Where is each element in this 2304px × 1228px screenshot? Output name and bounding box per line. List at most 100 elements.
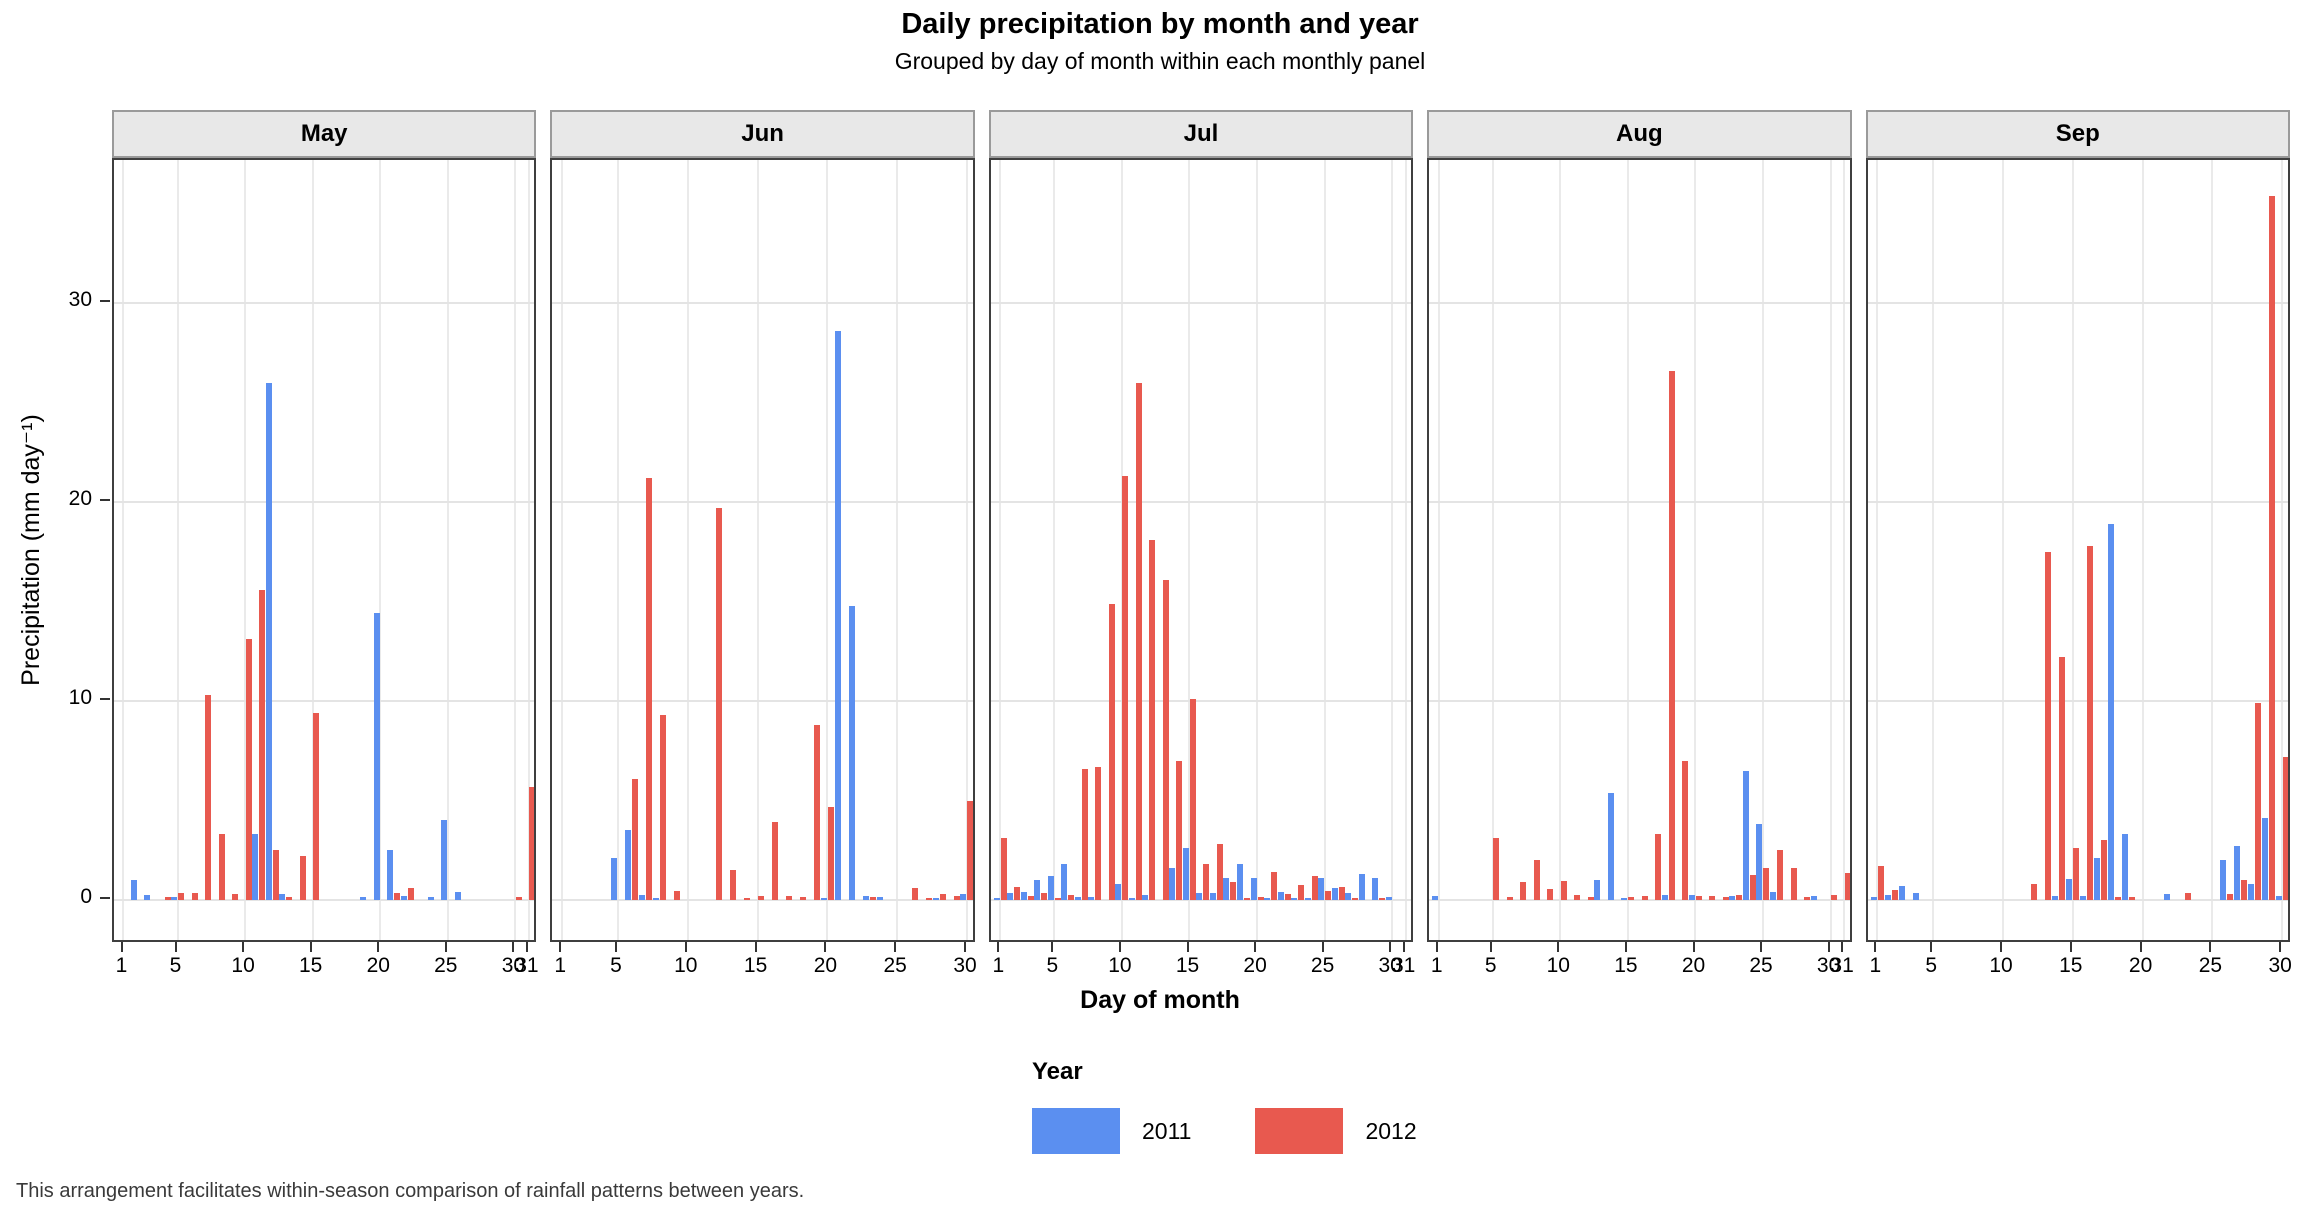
bar-2012-jun-16 xyxy=(772,822,779,900)
bar-2011-may-22 xyxy=(400,896,407,900)
legend-label: 2012 xyxy=(1365,1117,1417,1144)
x-tick-mark xyxy=(444,942,447,952)
bar-2011-jul-16 xyxy=(1196,893,1203,900)
bar-2011-jul-6 xyxy=(1061,864,1068,900)
y-tick-mark xyxy=(100,499,110,501)
gridline-horizontal xyxy=(990,899,1412,901)
x-tick-mark xyxy=(525,942,528,952)
gridline-vertical xyxy=(2211,160,2214,940)
x-tick-mark xyxy=(684,942,687,952)
panel-strip-label: Jun xyxy=(741,120,784,147)
bar-2012-jul-2 xyxy=(1014,887,1021,900)
bar-2012-jun-27 xyxy=(925,898,932,900)
bar-2012-aug-24 xyxy=(1749,875,1756,900)
x-tick-mark xyxy=(1624,942,1627,952)
x-tick-label: 31 xyxy=(515,954,539,977)
bar-2012-aug-7 xyxy=(1520,882,1527,900)
bar-2011-jun-28 xyxy=(932,898,939,900)
x-tick-label: 1 xyxy=(1430,954,1443,977)
y-axis-title: Precipitation (mm day⁻¹) xyxy=(17,414,45,686)
bar-2011-jul-4 xyxy=(1034,880,1041,900)
bar-2012-jul-18 xyxy=(1230,882,1237,900)
gridline-vertical xyxy=(176,160,179,940)
bar-2012-aug-5 xyxy=(1493,838,1500,900)
bar-2011-jul-7 xyxy=(1074,897,1081,900)
bar-2012-jul-25 xyxy=(1325,891,1332,900)
gridline-vertical xyxy=(1404,160,1407,940)
bar-2012-jun-9 xyxy=(674,891,681,900)
bar-2012-jun-23 xyxy=(869,897,876,900)
x-tick-label: 1 xyxy=(1869,954,1882,977)
x-tick-mark xyxy=(377,942,380,952)
panel-strip-may: May xyxy=(112,110,537,158)
bar-2011-jul-12 xyxy=(1142,895,1149,900)
bar-2012-jul-8 xyxy=(1095,766,1102,900)
x-tick-mark xyxy=(1692,942,1695,952)
bar-2011-may-21 xyxy=(387,850,394,901)
x-tick-label: 20 xyxy=(366,954,390,977)
bar-2012-may-7 xyxy=(205,695,212,900)
bar-2012-jul-1 xyxy=(1000,838,1007,900)
bar-2012-jun-17 xyxy=(785,896,792,900)
bar-2012-aug-28 xyxy=(1804,896,1811,900)
bar-2012-jun-20 xyxy=(827,806,834,900)
bar-2012-aug-15 xyxy=(1628,897,1635,900)
x-tick-label: 15 xyxy=(2059,954,2083,977)
gridline-horizontal xyxy=(990,501,1412,503)
bar-2011-sep-4 xyxy=(1912,893,1919,900)
bar-2012-jun-6 xyxy=(632,778,639,900)
gridline-vertical xyxy=(1491,160,1494,940)
bar-2012-jul-20 xyxy=(1257,897,1264,900)
bar-2011-may-11 xyxy=(252,834,259,900)
bar-2012-jul-23 xyxy=(1298,885,1305,900)
x-tick-label: 15 xyxy=(743,954,768,977)
gridline-vertical xyxy=(1876,160,1879,940)
panel-strip-label: May xyxy=(300,120,348,147)
bar-2012-jul-15 xyxy=(1189,699,1196,900)
gridline-vertical xyxy=(2281,160,2284,940)
bar-2011-sep-29 xyxy=(2261,818,2268,900)
x-axis-title: Day of month xyxy=(1080,986,1240,1014)
gridline-vertical xyxy=(1559,160,1562,940)
gridline-horizontal xyxy=(114,899,535,901)
bar-2011-sep-26 xyxy=(2219,860,2226,900)
bar-2011-aug-25 xyxy=(1756,824,1763,900)
bar-2012-may-8 xyxy=(218,834,225,900)
x-tick-mark xyxy=(1489,942,1492,952)
x-tick-label: 30 xyxy=(1816,954,1841,977)
bar-2012-jul-4 xyxy=(1041,893,1048,900)
bar-2011-jun-21 xyxy=(834,330,841,900)
gridline-vertical xyxy=(1694,160,1697,940)
bar-2012-jun-8 xyxy=(660,714,667,900)
gridline-horizontal xyxy=(114,302,535,304)
gridline-horizontal xyxy=(114,501,535,503)
bar-2011-jun-6 xyxy=(625,830,632,900)
x-tick-mark xyxy=(754,942,757,952)
bar-2011-jul-10 xyxy=(1115,884,1122,900)
bar-2012-jul-17 xyxy=(1216,844,1223,900)
gridline-horizontal xyxy=(990,302,1412,304)
bar-2011-aug-23 xyxy=(1729,896,1736,900)
bar-2012-jun-7 xyxy=(646,478,653,900)
gridline-vertical xyxy=(1437,160,1440,940)
x-tick-mark xyxy=(2279,942,2282,952)
gridline-vertical xyxy=(122,160,125,940)
bar-2012-sep-18 xyxy=(2115,897,2122,900)
legend-swatch-2012 xyxy=(1255,1108,1344,1154)
panel-plot-jun xyxy=(550,158,975,942)
bar-2012-may-21 xyxy=(394,893,401,900)
bar-2011-jul-23 xyxy=(1291,898,1298,900)
x-tick-label: 31 xyxy=(1392,954,1416,977)
bar-2011-jul-5 xyxy=(1047,876,1054,900)
bar-2011-may-20 xyxy=(373,613,380,900)
bar-2011-sep-18 xyxy=(2108,523,2115,900)
x-tick-mark xyxy=(1186,942,1189,952)
bar-2011-jun-5 xyxy=(611,858,618,900)
bar-2011-jun-24 xyxy=(876,897,883,900)
x-tick-mark xyxy=(2069,942,2072,952)
bar-2011-jun-30 xyxy=(960,894,967,900)
bar-2012-aug-31 xyxy=(1844,873,1850,900)
bar-2012-jun-14 xyxy=(744,898,751,900)
bar-2012-may-6 xyxy=(191,893,198,900)
gridline-horizontal xyxy=(1867,302,2288,304)
